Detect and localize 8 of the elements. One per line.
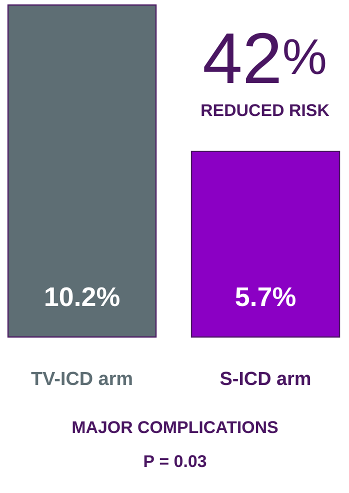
x-tick-label: TV-ICD arm [31,372,132,386]
data-label: 10.2% [46,287,120,306]
annotation: REDUCED RISK [202,104,330,116]
x-tick-label: S-ICD arm [220,372,310,386]
annotation: 42$^{%}$ [204,32,326,83]
data-label: 5.7% [236,287,296,306]
text: P = 0.03 [144,455,206,468]
text: MAJOR COMPLICATIONS [72,421,278,434]
